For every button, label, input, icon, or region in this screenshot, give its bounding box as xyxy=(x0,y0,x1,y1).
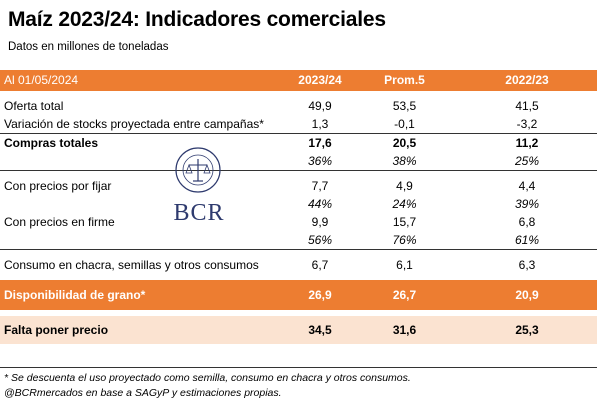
cell-value: 34,5 xyxy=(288,316,352,344)
cell-value: 1,3 xyxy=(311,117,329,131)
header-col-prom5: Prom.5 xyxy=(352,70,457,91)
cell-value: 17,6 xyxy=(288,133,352,152)
cell-value: 6,1 xyxy=(352,249,457,280)
cell-value: 4,4 xyxy=(457,170,597,195)
footnote-2: @BCRmercados en base a SAGyP y estimacio… xyxy=(4,387,282,399)
header-col-2022-23: 2022/23 xyxy=(457,70,597,91)
cell-percent: 56% xyxy=(307,233,333,247)
cell-percent: 36% xyxy=(307,154,333,168)
table-row-compras-pct: 36% 38% 25% xyxy=(0,152,597,171)
cell-percent: 25% xyxy=(514,154,540,168)
cell-value: -3,2 xyxy=(516,117,538,131)
row-label: Oferta total xyxy=(4,99,64,113)
seal-icon xyxy=(175,147,221,193)
cell-value: -0,1 xyxy=(394,117,415,131)
table-row-variacion: Variación de stocks proyectada entre cam… xyxy=(0,115,597,134)
cell-percent: 24% xyxy=(392,197,417,211)
cell-value: 6,8 xyxy=(518,215,536,229)
row-label: Variación de stocks proyectada entre cam… xyxy=(4,117,264,131)
cell-value: 41,5 xyxy=(515,99,539,113)
cell-percent: 38% xyxy=(392,154,417,168)
table-row-consumo: Consumo en chacra, semillas y otros cons… xyxy=(0,249,597,280)
row-label: Consumo en chacra, semillas y otros cons… xyxy=(0,249,288,280)
table-row-oferta: Oferta total 49,9 53,5 41,5 xyxy=(0,91,597,115)
cell-value: 26,9 xyxy=(288,280,352,310)
cell-percent: 39% xyxy=(514,197,540,211)
page-subtitle: Datos en millones de toneladas xyxy=(8,41,169,53)
cell-value: 26,7 xyxy=(352,280,457,310)
footnote-1: * Se descuenta el uso proyectado como se… xyxy=(4,372,411,384)
cell-value: 31,6 xyxy=(352,316,457,344)
row-label: Con precios por fijar xyxy=(0,170,288,195)
table-bottom-divider xyxy=(0,367,597,368)
table-row-compras: Compras totales 17,6 20,5 11,2 xyxy=(0,133,597,152)
cell-value: 6,3 xyxy=(457,249,597,280)
bcr-logo: BCR xyxy=(168,146,228,236)
cell-value: 9,9 xyxy=(311,215,329,229)
row-label: Con precios en firme xyxy=(4,215,115,229)
cell-value: 4,9 xyxy=(352,170,457,195)
indicators-table: Al 01/05/2024 2023/24 Prom.5 2022/23 Ofe… xyxy=(0,70,597,344)
bcr-logo-text: BCR xyxy=(173,200,225,226)
cell-value: 20,5 xyxy=(352,133,457,152)
cell-value: 15,7 xyxy=(392,215,417,229)
table-row-firme: Con precios en firme 9,9 15,7 6,8 xyxy=(0,213,597,231)
cell-percent: 44% xyxy=(307,197,333,211)
table-row-porfijar-pct: 44% 24% 39% xyxy=(0,195,597,213)
table-header-row: Al 01/05/2024 2023/24 Prom.5 2022/23 xyxy=(0,70,597,91)
cell-value: 20,9 xyxy=(457,280,597,310)
cell-value: 6,7 xyxy=(288,249,352,280)
row-label: Compras totales xyxy=(0,133,288,152)
cell-value: 7,7 xyxy=(288,170,352,195)
cell-value: 49,9 xyxy=(308,99,332,113)
table-row-porfijar: Con precios por fijar 7,7 4,9 4,4 xyxy=(0,170,597,195)
table-row-disponibilidad: Disponibilidad de grano* 26,9 26,7 20,9 xyxy=(0,280,597,310)
page-title: Maíz 2023/24: Indicadores comerciales xyxy=(8,8,386,31)
row-label: Falta poner precio xyxy=(0,316,288,344)
cell-value: 53,5 xyxy=(392,99,417,113)
row-label: Disponibilidad de grano* xyxy=(0,280,288,310)
table-row-firme-pct: 56% 76% 61% xyxy=(0,231,597,250)
table-row-falta: Falta poner precio 34,5 31,6 25,3 xyxy=(0,316,597,344)
header-date: Al 01/05/2024 xyxy=(0,70,288,91)
cell-percent: 61% xyxy=(514,233,540,247)
cell-value: 11,2 xyxy=(457,133,597,152)
header-col-2023-24: 2023/24 xyxy=(288,70,352,91)
cell-percent: 76% xyxy=(392,233,417,247)
cell-value: 25,3 xyxy=(457,316,597,344)
